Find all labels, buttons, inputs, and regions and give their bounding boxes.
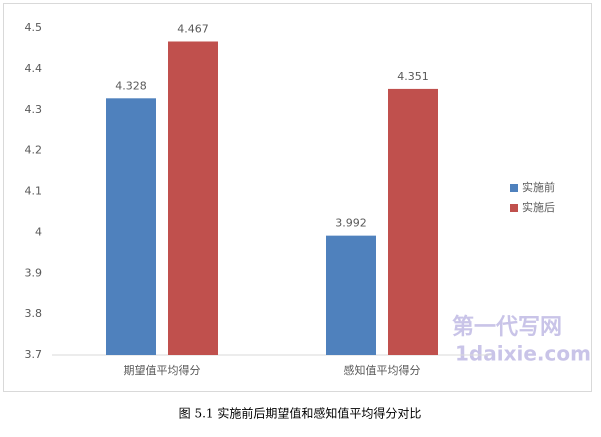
y-tick-label: 4 xyxy=(35,225,42,238)
y-tick-label: 3.8 xyxy=(25,307,43,320)
x-tick-label: 期望值平均得分 xyxy=(124,364,201,377)
legend-label: 实施后 xyxy=(522,200,555,214)
value-label: 3.992 xyxy=(335,217,367,230)
y-tick-label: 4.3 xyxy=(25,103,43,116)
chart-frame xyxy=(3,3,592,392)
legend-label: 实施前 xyxy=(522,180,555,194)
value-label: 4.467 xyxy=(177,22,209,35)
watermark: 第一代写网 xyxy=(452,314,562,340)
bar xyxy=(326,235,376,355)
value-label: 4.328 xyxy=(115,79,147,92)
y-tick-label: 3.7 xyxy=(25,348,43,361)
bar xyxy=(168,41,218,356)
y-tick-label: 4.2 xyxy=(25,144,43,157)
bar xyxy=(106,98,156,356)
caption: 图 5.1 实施前后期望值和感知值平均得分对比 xyxy=(179,406,422,421)
watermark: 1daixie.com xyxy=(455,342,591,366)
x-tick-label: 感知值平均得分 xyxy=(344,363,421,377)
y-tick-label: 4.5 xyxy=(25,21,43,34)
legend-swatch xyxy=(510,184,518,192)
y-tick-label: 4.4 xyxy=(25,62,43,75)
y-tick-label: 4.1 xyxy=(25,185,43,198)
legend-swatch xyxy=(510,204,518,212)
bar xyxy=(388,88,438,355)
y-tick-label: 3.9 xyxy=(25,266,43,279)
value-label: 4.351 xyxy=(397,70,429,83)
